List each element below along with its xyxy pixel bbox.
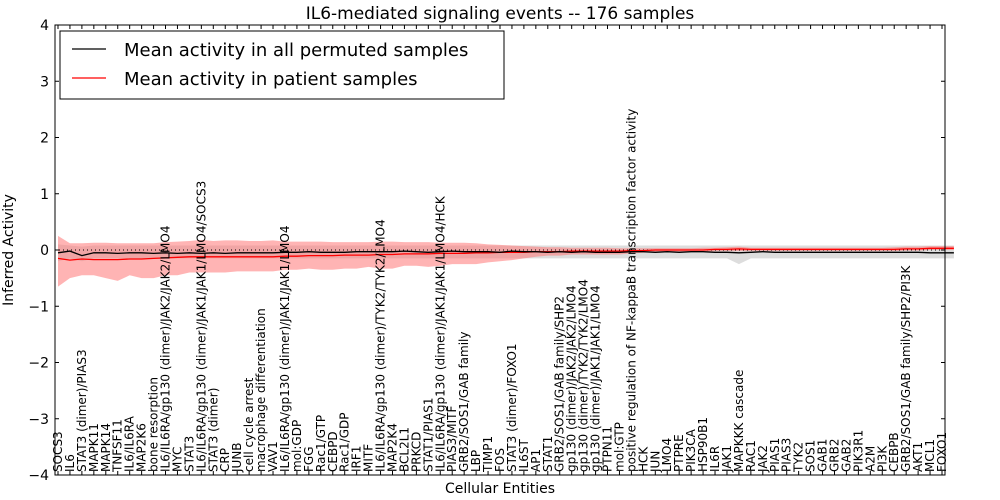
x-tick-label: AP1 [529,449,543,472]
x-tick-label: MCL1 [923,439,937,472]
legend-permuted-label: Mean activity in all permuted samples [124,40,468,61]
x-tick-label: IL6/IL6RA/gp130 (dimer)/JAK1/JAK1/LMO4/S… [194,181,208,472]
y-axis: −4 −3 −2 −1 0 1 2 3 4 [28,18,945,484]
x-tick-label: FOS [493,448,507,472]
x-tick-label: MITF [362,444,376,472]
x-tick-label: IRF1 [350,446,364,472]
x-tick-label: JAK2 [756,445,770,473]
chart-title: IL6-mediated signaling events -- 176 sam… [306,4,695,24]
x-axis [57,25,943,475]
x-tick-label: RAC1 [744,440,758,472]
legend: Mean activity in all permuted samples Me… [59,30,505,100]
x-tick-label: CRP [218,448,232,472]
x-tick-label: GRB2 [828,438,842,472]
x-tick-label: VAV1 [266,441,280,472]
x-tick-label: IL6/IL6RA [123,415,137,472]
x-tick-label: STAT3 (dimer) [206,388,220,472]
x-tick-label: MAPKKK cascade [732,370,746,472]
x-tick-label: MAP2K4 [386,423,400,472]
x-tick-label: JAK1 [720,445,734,473]
x-tick-label: A2M [863,446,877,472]
x-tick-label: MAP2K6 [135,423,149,472]
patient-range-band [58,235,954,287]
x-tick-label: mol:GTP [613,422,627,472]
x-tick-label: MYC [171,447,185,472]
x-tick-label: TIMP1 [481,436,495,473]
y-tick-label: −3 [28,412,49,428]
x-tick-label: IL6R [708,446,722,472]
x-tick-label: IL6 [63,454,77,472]
x-tick-label: LMO4 [660,438,674,472]
x-tick-label: BCL2L1 [397,427,411,472]
x-tick-label: PIAS3/MITF [445,405,459,472]
x-tick-label: PI3K [875,445,889,472]
x-tick-label: LBP [469,450,483,472]
x-tick-label: GAB2 [839,439,853,472]
x-tick-label: TYK2 [792,442,806,473]
x-tick-label: CEBPD [326,431,340,472]
x-tick-label: bone resorption [147,377,161,472]
legend-patient-label: Mean activity in patient samples [124,69,418,90]
y-axis-label: Inferred Activity [1,194,17,306]
x-axis-label: Cellular Entities [445,481,555,497]
x-tick-label: CEBPB [887,432,901,472]
x-tick-label: STAT3 (dimer)/FOXO1 [505,343,519,472]
x-tick-label: GRB2/SOS1/GAB family/SHP2 [553,296,567,472]
x-tick-label: PIK3R1 [851,430,865,472]
series-layer [57,247,954,261]
x-tick-label: IL6/IL6RA/gp130 (dimer)/JAK2/JAK2/LMO4 [159,226,173,472]
x-tick-label: AKT1 [911,442,925,472]
x-tick-label: FOXO1 [935,432,949,472]
x-tick-label: JUNB [230,442,244,473]
x-tick-label: IL6/IL6RA/gp130 (dimer)/TYK2/TYK2/LMO4 [374,219,388,472]
x-tick-label: IL6/IL6RA/gp130 (dimer)/JAK1/JAK1/LMO4 [278,226,292,472]
y-tick-label: 2 [40,131,49,147]
x-tick-label: Rac1/GDP [338,413,352,472]
y-tick-label: −4 [28,468,49,484]
y-tick-label: 1 [40,187,49,203]
x-tick-label: STAT3 (dimer)/PIAS3 [75,349,89,472]
x-tick-label: GRB2/SOS1/GAB family/SHP2/PI3K [899,264,913,472]
x-tick-label: FGG [302,447,316,473]
x-tick-label: MAPK11 [87,423,101,472]
x-tick-label: PIK3CA [684,428,698,472]
x-tick-label: HCK [636,446,650,472]
x-tick-label: STAT3 [182,436,196,472]
x-tick-label: IL6ST [517,439,531,472]
x-tick-label: cell cycle arrest [242,377,256,472]
x-tick-label: IL6/IL6RA/gp130 (dimer)/JAK1/JAK1/LMO4/H… [433,195,447,472]
x-tick-label: macrophage differentiation [254,308,268,472]
y-tick-label: 3 [40,74,49,90]
y-tick-label: −1 [28,299,49,315]
x-tick-label: PIAS3 [780,438,794,472]
x-tick-label: gp130 (dimer)/JAK2/JAK2/LMO4 [565,285,579,472]
x-tick-label: Rac1/GTP [314,415,328,472]
x-tick-label: gp130 (dimer)/JAK1/JAK1/LMO4 [589,285,603,472]
x-tick-label: MAPK14 [99,423,113,472]
y-tick-label: 0 [40,243,49,259]
x-tick-label: JUN [648,451,662,473]
x-tick-label: gp130 (dimer)/TYK2/TYK2/LMO4 [577,279,591,472]
x-tick-label: STAT1 [541,436,555,472]
x-tick-label: TNFSF11 [111,419,125,473]
x-tick-label: SOS1 [804,440,818,472]
x-tick-label: PIAS1 [768,438,782,472]
x-tick-label: GAB1 [816,439,830,472]
x-tick-label: STAT1/PIAS1 [421,397,435,472]
permuted-mean-line [57,250,954,257]
x-tick-label: HSP90B1 [696,417,710,472]
x-tick-label: mol:GDP [290,420,304,472]
legend-frame [59,30,505,100]
x-tick-label: PTPRE [672,434,686,472]
y-tick-label: 4 [40,18,49,34]
x-tick-label: PTPN11 [601,426,615,472]
x-tick-label: GRB2/SOS1/GAB family [457,332,471,473]
x-tick-label: PRKCD [409,432,423,472]
y-tick-label: −2 [28,356,49,372]
x-tick-label: positive regulation of NF-kappaB transcr… [624,109,638,472]
plot-frame [54,24,946,476]
